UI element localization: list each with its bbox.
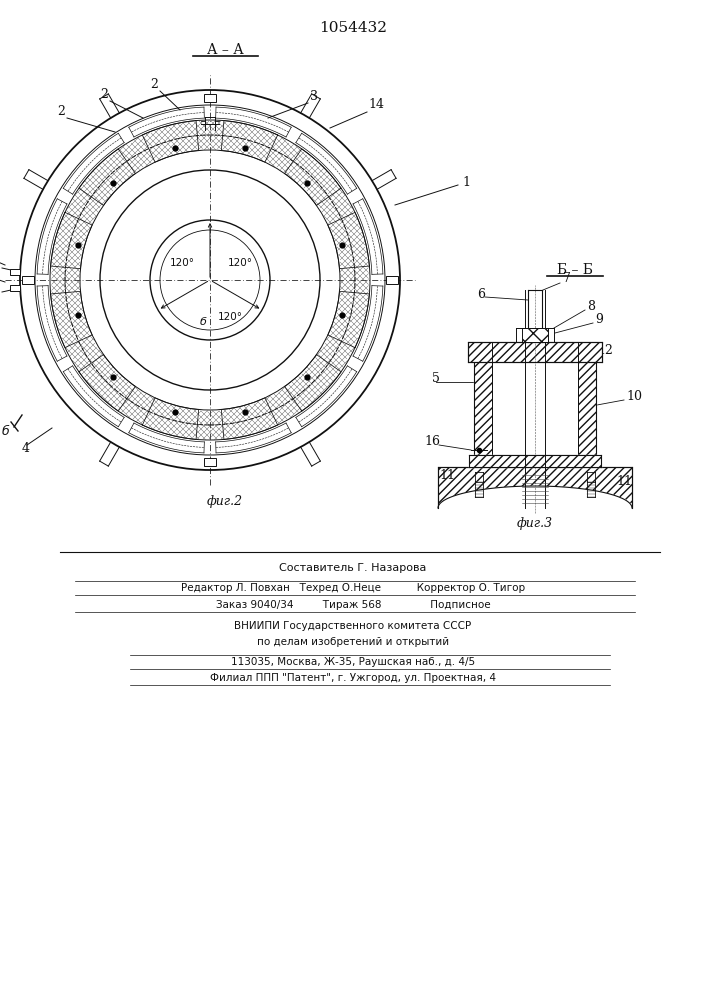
Text: фиг.3: фиг.3 (517, 517, 553, 530)
Text: 14: 14 (368, 98, 384, 111)
Text: 9: 9 (595, 313, 603, 326)
Text: Б – Б: Б – Б (557, 263, 593, 277)
Text: 6: 6 (477, 288, 485, 301)
Bar (204, 458, 216, 466)
Text: б: б (200, 317, 207, 327)
Bar (10, 285, 20, 291)
Bar (469, 455, 601, 467)
Text: 5: 5 (432, 372, 440, 385)
Text: 1054432: 1054432 (319, 21, 387, 35)
Bar (386, 276, 398, 284)
Text: ВНИИПИ Государственного комитета СССР: ВНИИПИ Государственного комитета СССР (235, 621, 472, 631)
Text: по делам изобретений и открытий: по делам изобретений и открытий (257, 637, 449, 647)
Bar (468, 342, 602, 362)
Bar (522, 328, 548, 342)
Text: 2: 2 (57, 105, 65, 118)
Bar (474, 362, 492, 455)
Text: Составитель Г. Назарова: Составитель Г. Назарова (279, 563, 427, 573)
Bar (22, 276, 34, 284)
Text: 1: 1 (462, 176, 470, 188)
Text: 12: 12 (597, 344, 613, 357)
Text: 3: 3 (310, 90, 318, 103)
Text: 2: 2 (150, 78, 158, 91)
Text: 8: 8 (587, 300, 595, 313)
Text: 2: 2 (100, 88, 108, 101)
Text: 113035, Москва, Ж-35, Раушская наб., д. 4/5: 113035, Москва, Ж-35, Раушская наб., д. … (231, 657, 475, 667)
Text: 120°: 120° (228, 258, 253, 268)
Bar (438, 467, 632, 508)
Bar (204, 94, 216, 102)
Text: 11: 11 (616, 475, 632, 488)
Text: А – А: А – А (206, 43, 243, 57)
Text: 4: 4 (22, 442, 30, 455)
Text: 7: 7 (563, 272, 571, 285)
Text: 120°: 120° (218, 312, 243, 322)
Bar (578, 362, 596, 455)
Text: Редактор Л. Повхан   Техред О.Неце           Корректор О. Тигор: Редактор Л. Повхан Техред О.Неце Коррект… (181, 583, 525, 593)
Bar (10, 269, 20, 275)
Text: 10: 10 (626, 390, 642, 403)
Text: фиг.2: фиг.2 (207, 495, 243, 508)
Text: б: б (2, 425, 10, 438)
Text: 120°: 120° (170, 258, 195, 268)
Text: Заказ 9040/34         Тираж 568               Подписное: Заказ 9040/34 Тираж 568 Подписное (216, 600, 491, 610)
Text: Филиал ППП "Патент", г. Ужгород, ул. Проектная, 4: Филиал ППП "Патент", г. Ужгород, ул. Про… (210, 673, 496, 683)
Text: 11: 11 (439, 469, 455, 482)
Text: 16: 16 (424, 435, 440, 448)
